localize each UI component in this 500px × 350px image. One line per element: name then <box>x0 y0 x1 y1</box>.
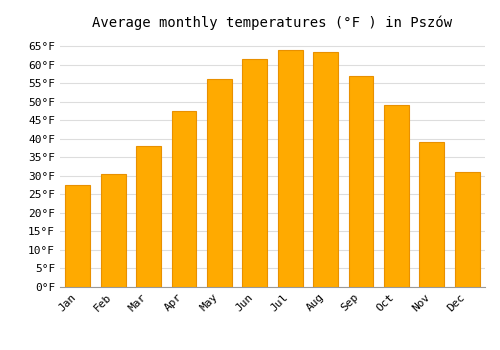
Bar <box>172 111 196 287</box>
Bar <box>384 105 409 287</box>
Bar <box>278 50 302 287</box>
Bar <box>207 79 232 287</box>
Bar <box>242 59 267 287</box>
Bar <box>313 52 338 287</box>
Bar <box>66 185 90 287</box>
Bar <box>100 174 126 287</box>
Bar <box>348 76 374 287</box>
Bar <box>136 146 161 287</box>
Title: Average monthly temperatures (°F ) in Pszów: Average monthly temperatures (°F ) in Ps… <box>92 15 452 30</box>
Bar <box>420 142 444 287</box>
Bar <box>455 172 479 287</box>
